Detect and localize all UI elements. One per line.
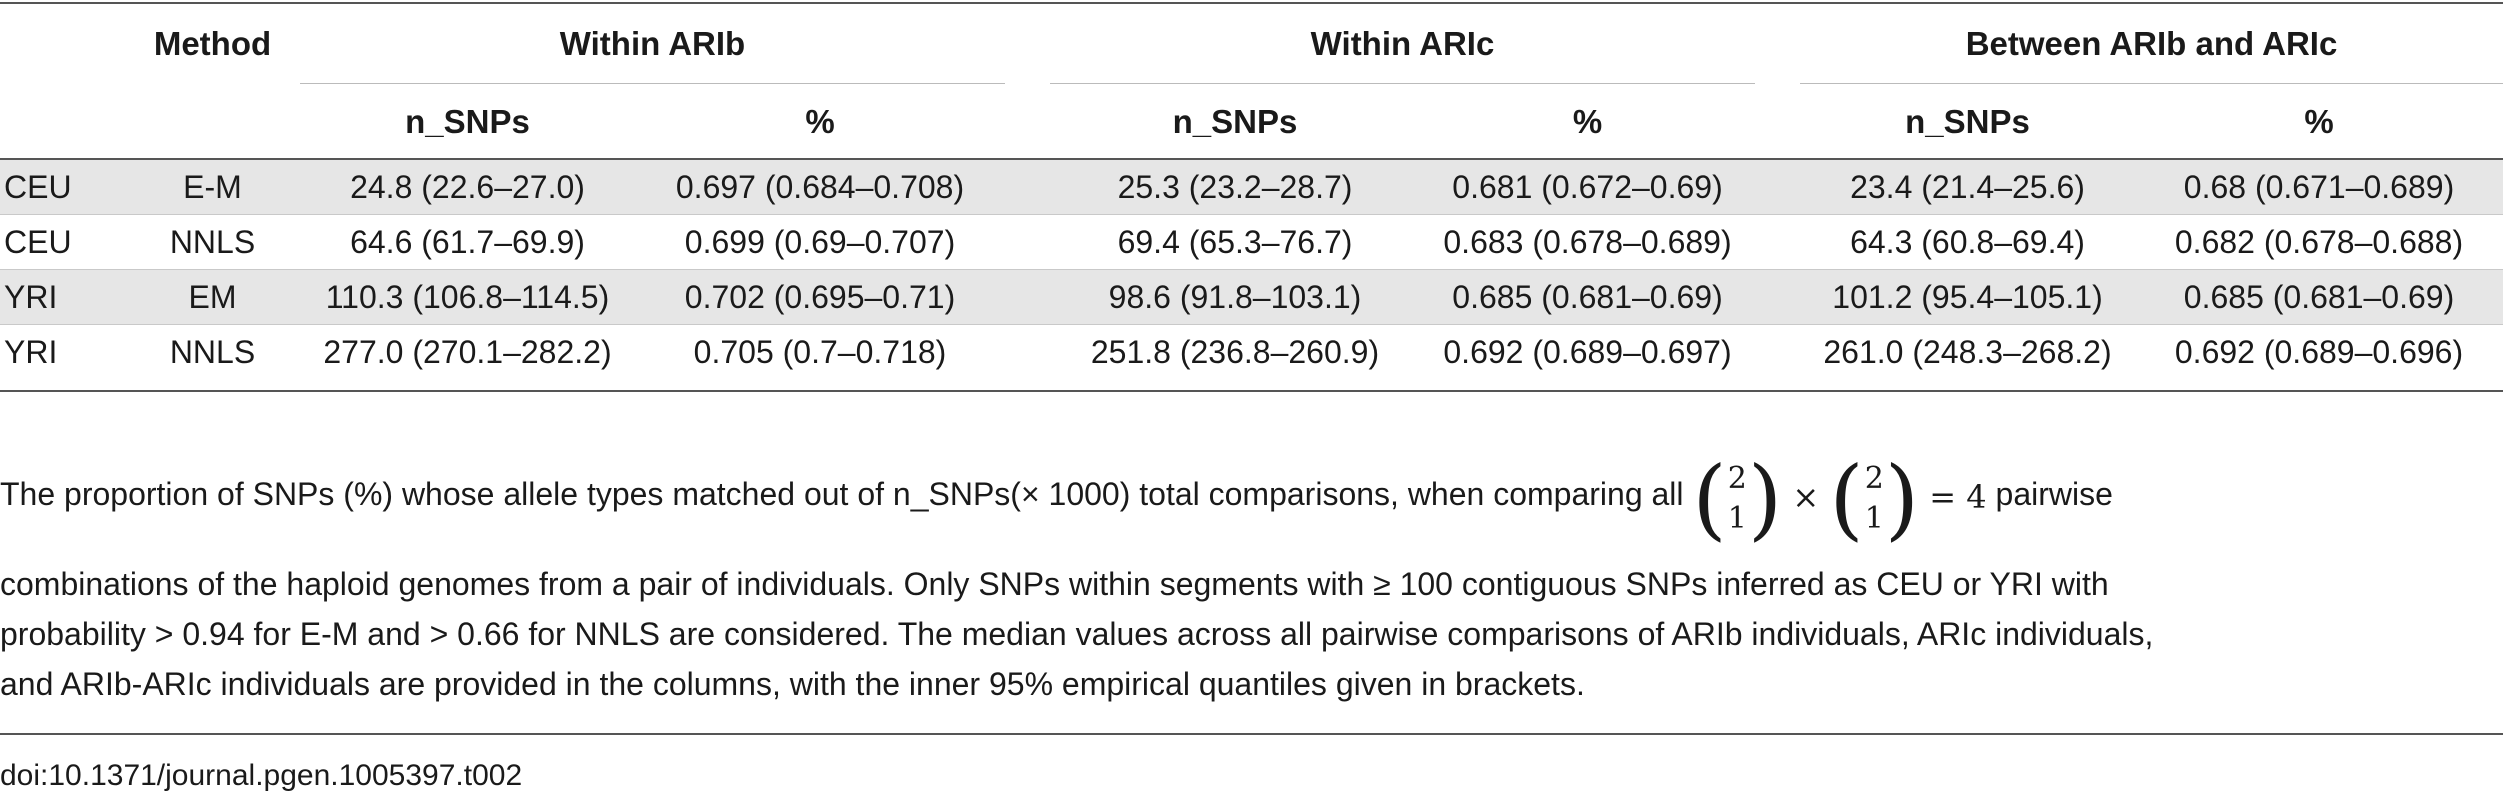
header-sub-percent: % [2304,103,2334,140]
cell-value: 110.3 (106.8–114.5) [325,279,610,315]
cell-value: 0.699 (0.69–0.707) [684,224,956,260]
table-bottom-rule [0,390,2503,392]
row-separator [0,269,2503,270]
cell-method: NNLS [169,224,256,260]
cell-population: YRI [4,334,58,370]
header-sub-nsnps: n_SNPs [1172,103,1298,140]
top-rule [0,2,2503,4]
cell-method: E-M [183,169,242,205]
cell-value: 64.6 (61.7–69.9) [350,224,585,260]
cell-value: 0.697 (0.684–0.708) [675,169,965,205]
cell-value: 25.3 (23.2–28.7) [1117,169,1353,205]
header-method: Method [153,25,272,62]
footnote-text: The proportion of SNPs (%) whose allele … [0,476,1684,512]
cell-value: 0.705 (0.7–0.718) [693,334,947,370]
cell-value: 277.0 (270.1–282.2) [323,334,612,370]
cell-population: CEU [4,169,72,205]
header-group-between: Between ARIb and ARIc [1965,25,2338,62]
row-separator [0,214,2503,215]
cell-value: 24.8 (22.6–27.0) [350,169,585,205]
cell-value: 0.683 (0.678–0.689) [1443,224,1732,260]
table-row: YRI NNLS 277.0 (270.1–282.2) 0.705 (0.7–… [0,325,2503,379]
binom-top: 2 [1864,461,1884,497]
binom-bottom: 1 [1864,501,1884,537]
cell-value: 69.4 (65.3–76.7) [1117,224,1353,260]
cell-value: 0.682 (0.678–0.688) [2174,224,2464,260]
table-row: CEU NNLS 64.6 (61.7–69.9) 0.699 (0.69–0.… [0,215,2503,269]
doi-link[interactable]: doi:10.1371/journal.pgen.1005397.t002 [0,759,523,792]
doi-rule [0,733,2503,735]
binomial-expression: (2 1) × (2 1) = 4 [1692,447,1987,551]
header-group-within-arib: Within ARIb [559,25,746,62]
footnote-line-1: The proportion of SNPs (%) whose allele … [0,446,2113,551]
equals-four: = 4 [1929,477,1987,516]
cell-value: 0.68 (0.671–0.689) [2183,169,2455,205]
cell-value: 64.3 (60.8–69.4) [1850,224,2085,260]
cell-value: 0.685 (0.681–0.69) [1452,279,1723,315]
cell-value: 0.681 (0.672–0.69) [1452,169,1723,205]
footnote-line-4: and ARIb-ARIc individuals are provided i… [0,666,1585,702]
cell-value: 0.685 (0.681–0.69) [2183,279,2455,315]
row-separator [0,324,2503,325]
group-underline [1050,83,1755,84]
binom-top: 2 [1727,461,1747,497]
header-sub-percent: % [805,103,835,140]
table-row: CEU E-M 24.8 (22.6–27.0) 0.697 (0.684–0.… [0,160,2503,214]
header-sub-nsnps: n_SNPs [405,103,530,140]
table-row: YRI EM 110.3 (106.8–114.5) 0.702 (0.695–… [0,270,2503,324]
cell-value: 98.6 (91.8–103.1) [1108,279,1362,315]
binom-bottom: 1 [1727,501,1747,537]
cell-value: 0.702 (0.695–0.71) [684,279,956,315]
cell-value: 261.0 (248.3–268.2) [1823,334,2112,370]
cell-value: 0.692 (0.689–0.696) [2174,334,2464,370]
group-underline [1800,83,2503,84]
cell-value: 251.8 (236.8–260.9) [1090,334,1380,370]
cell-population: CEU [4,224,72,260]
header-group-within-aric: Within ARIc [1310,25,1495,62]
footnote-line-3: probability > 0.94 for E-M and > 0.66 fo… [0,616,2154,652]
header-sub-percent: % [1572,103,1603,140]
cell-value: 23.4 (21.4–25.6) [1850,169,2085,205]
header-sub-nsnps: n_SNPs [1905,103,2030,140]
cell-method: EM [188,279,237,315]
times-symbol: × [1792,477,1820,516]
cell-population: YRI [4,279,58,315]
cell-value: 0.692 (0.689–0.697) [1443,334,1732,370]
footnote-text: pairwise [1995,476,2113,512]
cell-value: 101.2 (95.4–105.1) [1832,279,2103,315]
footnote-line-2: combinations of the haploid genomes from… [0,566,2109,602]
header-rule [0,158,2503,160]
cell-method: NNLS [169,334,256,370]
group-underline [300,83,1005,84]
